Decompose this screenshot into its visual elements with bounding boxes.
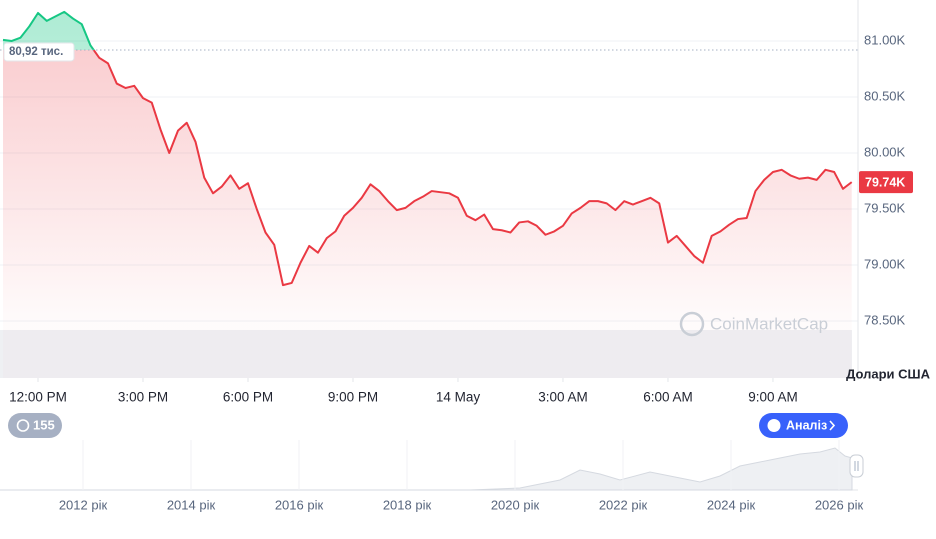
y-tick-label: 80.00K: [864, 144, 906, 159]
navigator-label: 2018 рік: [383, 497, 432, 512]
x-tick-label: 12:00 PM: [9, 390, 67, 405]
navigator-label: 2020 рік: [491, 497, 540, 512]
analysis-text: Аналіз: [786, 418, 827, 432]
analysis-bg: [759, 413, 848, 438]
navigator-label: 2026 рік: [815, 497, 864, 512]
badge-icon: [16, 419, 30, 432]
analysis-chevron: [829, 420, 836, 431]
x-tick-label: 6:00 AM: [643, 390, 693, 405]
analysis-icon: [767, 419, 781, 432]
navigator: 2012 рік 2014 рік 2016 рік 2018 рік 2020 рік…: [0, 440, 864, 512]
watermark-text: CoinMarketCap: [710, 314, 828, 333]
y-tick-label: 81.00K: [864, 32, 906, 47]
x-tick-label: 9:00 AM: [748, 390, 798, 405]
navigator-label: 2022 рік: [599, 497, 648, 512]
x-tick-label: 3:00 AM: [538, 390, 588, 405]
analysis-button[interactable]: Аналіз: [759, 413, 848, 438]
navigator-handle[interactable]: [849, 454, 864, 478]
watermark: CoinMarketCap: [679, 311, 828, 337]
last-price-label: 79.74K: [865, 175, 905, 189]
area-above: [3, 11, 94, 50]
navigator-label: 2024 рік: [707, 497, 756, 512]
price-line: [92, 49, 853, 287]
area-below: [3, 49, 852, 378]
x-tick-label: 3:00 PM: [118, 390, 168, 405]
y-tick-label: 80.50K: [864, 88, 906, 103]
badge-count: 155: [33, 417, 55, 432]
plot: [0, 10, 858, 378]
navigator-area: [0, 447, 853, 491]
navigator-label: 2016 рік: [275, 497, 324, 512]
badge-bg: [8, 413, 62, 438]
y-axis-label: Долари США: [846, 366, 931, 381]
navigator-label: 2012 рік: [59, 497, 108, 512]
y-tick-label: 79.50K: [864, 200, 906, 215]
navigator-label: 2014 рік: [167, 497, 216, 512]
x-tick-label: 9:00 PM: [328, 390, 378, 405]
reference-label-bg: [3, 42, 75, 62]
x-tick-label: 14 May: [436, 390, 481, 405]
reference-label: 80,92 тис.: [9, 46, 63, 58]
x-tick-label: 6:00 PM: [223, 390, 273, 405]
y-tick-label: 79.00K: [864, 256, 906, 271]
history-badge[interactable]: 155: [8, 413, 62, 438]
y-tick-label: 78.50K: [864, 312, 906, 327]
last-price-tag: [859, 171, 913, 194]
watermark-logo: [679, 311, 705, 337]
